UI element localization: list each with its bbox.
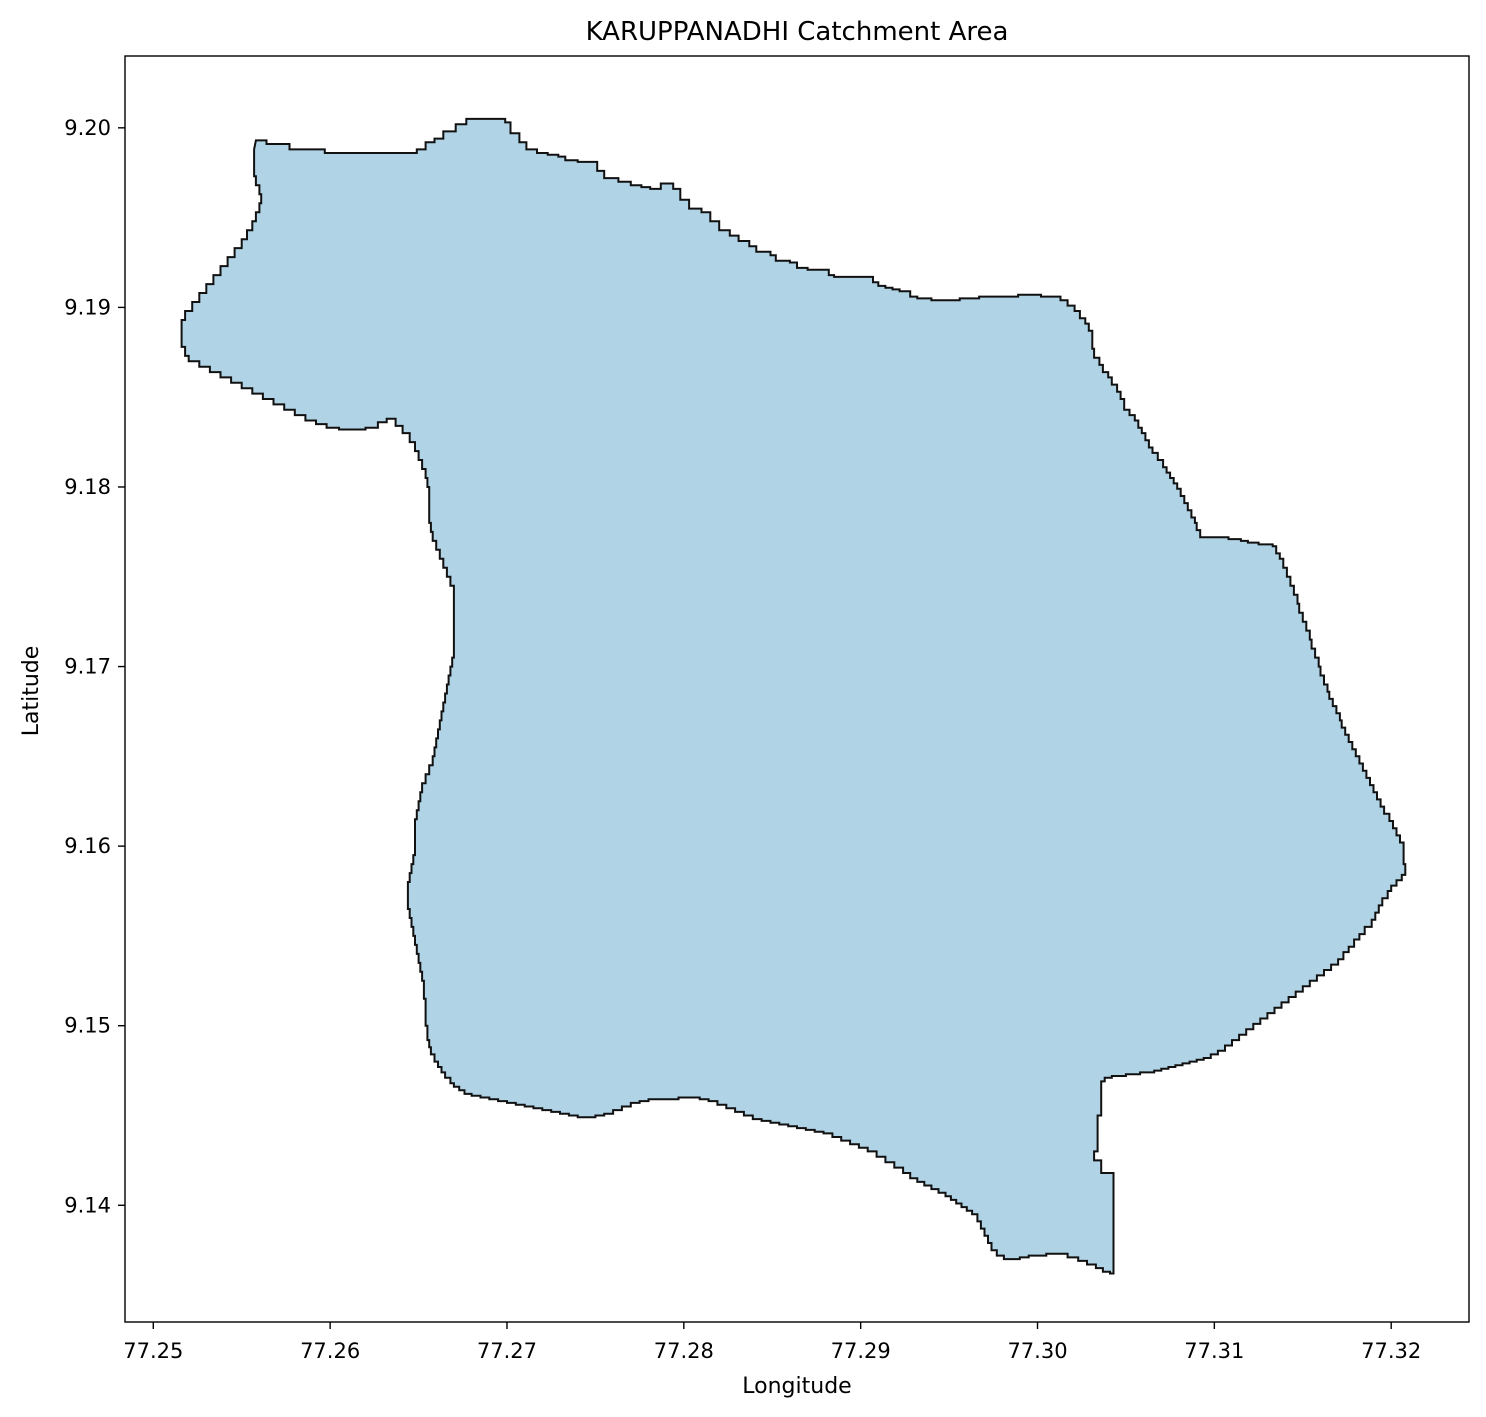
y-axis-label: Latitude (19, 646, 44, 737)
y-tick-label: 9.18 (64, 475, 111, 499)
x-axis-label: Longitude (742, 1374, 851, 1399)
y-tick-label: 9.15 (64, 1014, 111, 1038)
x-tick-label: 77.31 (1184, 1339, 1244, 1363)
x-tick-label: 77.29 (831, 1339, 891, 1363)
x-tick-label: 77.28 (654, 1339, 714, 1363)
y-tick-label: 9.20 (64, 116, 111, 140)
y-tick-label: 9.14 (64, 1193, 111, 1217)
y-tick-label: 9.17 (64, 655, 111, 679)
catchment-area-layer (180, 117, 1407, 1275)
x-tick-label: 77.26 (300, 1339, 360, 1363)
x-tick-label: 77.30 (1007, 1339, 1067, 1363)
x-tick-label: 77.25 (123, 1339, 183, 1363)
catchment-polygon (180, 117, 1407, 1275)
x-axis: 77.25 77.26 77.27 77.28 77.29 77.30 77.31 77.32 (123, 1322, 1421, 1363)
x-tick-label: 77.32 (1361, 1339, 1421, 1363)
y-tick-label: 9.19 (64, 295, 111, 319)
plot-frame (124, 55, 1470, 1323)
y-tick-label: 9.16 (64, 834, 111, 858)
x-tick-label: 77.27 (477, 1339, 537, 1363)
y-axis: 9.14 9.15 9.16 9.17 9.18 9.19 9.20 (64, 116, 125, 1217)
chart-title: KARUPPANADHI Catchment Area (586, 17, 1009, 47)
